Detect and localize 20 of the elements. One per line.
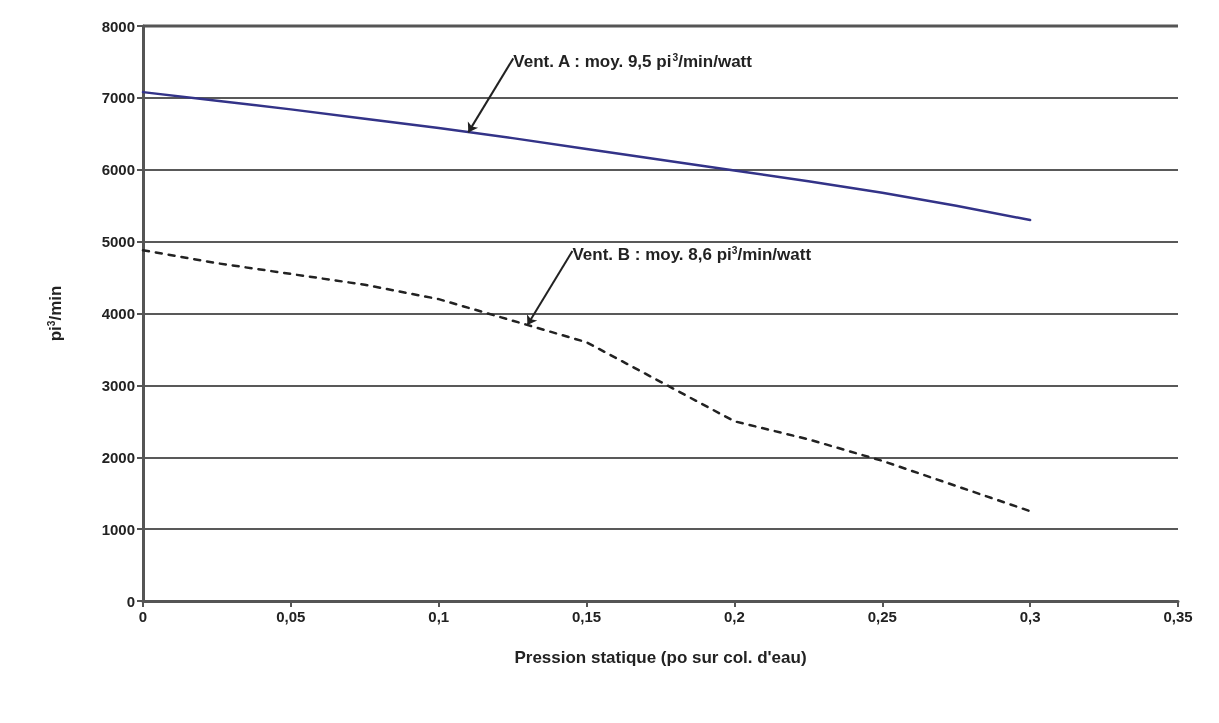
x-tick-label: 0,35 [1163,608,1193,625]
y-tick-label: 5000 [101,233,135,251]
x-tick-label: 0,3 [1019,608,1041,625]
y-tick-label: 0 [126,592,135,610]
y-axis-title: pi3/min [46,285,66,342]
x-tick-label: 0,2 [724,608,745,625]
x-tick-label: 0,05 [276,608,306,625]
x-tick-label: 0,25 [867,608,897,625]
x-tick-label: 0,15 [571,608,602,625]
line-series [141,90,1032,222]
x-tick-label: 0,1 [428,608,450,625]
y-tick-label: 1000 [101,520,135,538]
y-tick-label: 2000 [101,448,135,466]
y-tick-label: 3000 [101,376,135,394]
y-tick-label: 4000 [101,305,135,322]
x-tick-label: 0 [138,608,148,625]
y-tick-label: 8000 [101,17,135,35]
y-tick-label: 7000 [101,89,135,107]
y-tick-label: 6000 [101,161,135,179]
x-axis-title: Pression statique (po sur col. d'eau) [514,648,807,667]
